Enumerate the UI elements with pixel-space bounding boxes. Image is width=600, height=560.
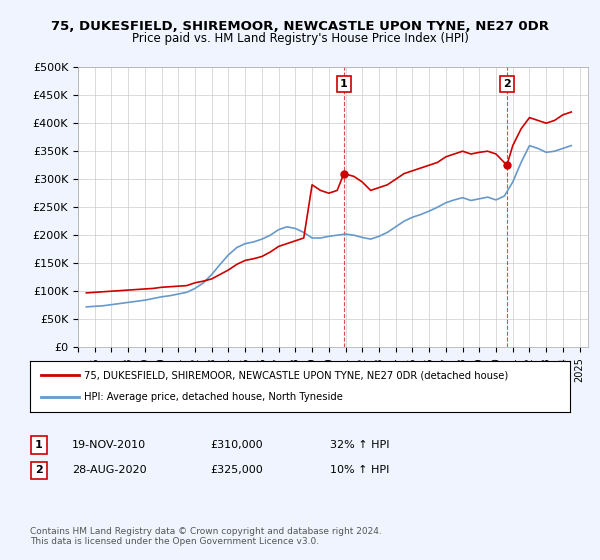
Text: 10% ↑ HPI: 10% ↑ HPI <box>330 465 389 475</box>
Text: 19-NOV-2010: 19-NOV-2010 <box>72 440 146 450</box>
Text: £325,000: £325,000 <box>210 465 263 475</box>
Text: 75, DUKESFIELD, SHIREMOOR, NEWCASTLE UPON TYNE, NE27 0DR: 75, DUKESFIELD, SHIREMOOR, NEWCASTLE UPO… <box>51 20 549 32</box>
Text: 1: 1 <box>340 79 348 89</box>
Text: HPI: Average price, detached house, North Tyneside: HPI: Average price, detached house, Nort… <box>84 393 343 403</box>
Text: Contains HM Land Registry data © Crown copyright and database right 2024.
This d: Contains HM Land Registry data © Crown c… <box>30 526 382 546</box>
Text: 28-AUG-2020: 28-AUG-2020 <box>72 465 146 475</box>
Text: £310,000: £310,000 <box>210 440 263 450</box>
Text: 32% ↑ HPI: 32% ↑ HPI <box>330 440 389 450</box>
Text: 2: 2 <box>35 465 43 475</box>
Text: 1: 1 <box>35 440 43 450</box>
Text: 75, DUKESFIELD, SHIREMOOR, NEWCASTLE UPON TYNE, NE27 0DR (detached house): 75, DUKESFIELD, SHIREMOOR, NEWCASTLE UPO… <box>84 370 508 380</box>
Text: Price paid vs. HM Land Registry's House Price Index (HPI): Price paid vs. HM Land Registry's House … <box>131 32 469 45</box>
Text: 2: 2 <box>503 79 511 89</box>
